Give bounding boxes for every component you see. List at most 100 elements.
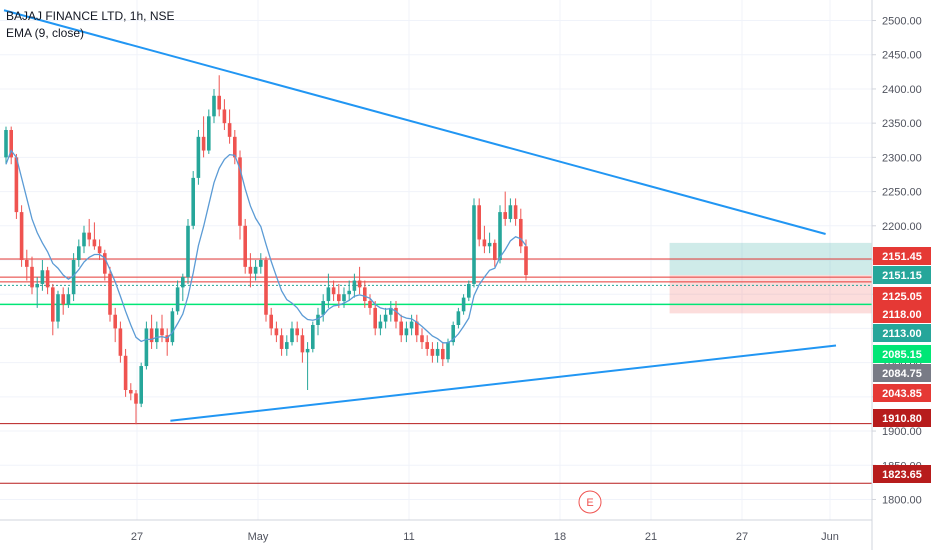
price-tick-label: 2400.00 xyxy=(882,84,922,96)
price-label-badge xyxy=(873,305,931,323)
candle-body xyxy=(40,270,45,284)
price-tick-label: 1800.00 xyxy=(882,494,922,506)
candle-body xyxy=(30,266,34,288)
candle-body xyxy=(170,311,175,343)
candle-body xyxy=(186,225,190,278)
candle-body xyxy=(238,157,242,226)
trendline xyxy=(170,344,837,422)
indicator-label: EMA (9, close) xyxy=(6,26,85,40)
candle-body xyxy=(108,273,112,315)
candle-body xyxy=(181,277,185,288)
candle-body xyxy=(321,301,325,315)
candle-body xyxy=(451,325,455,343)
price-label-text: 2043.85 xyxy=(882,388,922,400)
candle-body xyxy=(508,205,513,219)
candle-body xyxy=(487,242,492,247)
candle-body xyxy=(435,348,440,356)
candle-body xyxy=(290,328,294,343)
candle-body xyxy=(4,130,8,158)
candle-body xyxy=(9,130,13,158)
candle-body xyxy=(461,297,466,312)
candle-body xyxy=(295,328,299,336)
candle-body xyxy=(56,294,60,322)
candle-body xyxy=(201,136,206,151)
candle-body xyxy=(248,266,253,274)
time-tick-label: 21 xyxy=(645,531,657,543)
candle-body xyxy=(373,307,377,329)
candle-body xyxy=(71,260,76,295)
price-label-text: 1910.80 xyxy=(882,413,922,425)
price-tick-label: 2300.00 xyxy=(882,152,922,164)
candle-body xyxy=(441,348,445,360)
price-label-badge xyxy=(873,247,931,265)
candle-body xyxy=(87,232,91,240)
candle-body xyxy=(123,355,128,390)
price-tick-label: 2200.00 xyxy=(882,221,922,233)
candle-body xyxy=(389,307,393,315)
candle-body xyxy=(35,283,39,288)
price-label-badge xyxy=(873,266,931,284)
time-tick-label: Jun xyxy=(821,531,839,543)
candle-body xyxy=(25,260,29,267)
chart-legend: BAJAJ FINANCE LTD, 1h, NSE EMA (9, close… xyxy=(6,8,175,42)
price-label-text: 2085.15 xyxy=(882,349,922,361)
candle-body xyxy=(66,294,71,305)
candle-body xyxy=(82,232,86,247)
candle-body xyxy=(196,136,201,178)
candle-body xyxy=(305,348,310,353)
candle-body xyxy=(191,177,195,226)
candle-body xyxy=(456,311,461,325)
candle-body xyxy=(160,328,164,336)
candle-body xyxy=(347,290,351,295)
time-tick-label: May xyxy=(248,531,269,543)
event-marker-icon xyxy=(578,490,602,514)
trendline xyxy=(3,9,826,235)
candle-body xyxy=(420,335,424,343)
candle-body xyxy=(467,283,471,298)
candle-body xyxy=(316,314,320,325)
time-tick-label: 18 xyxy=(554,531,566,543)
candle-body xyxy=(404,328,409,336)
event-marker-label: E xyxy=(586,497,593,509)
candle-body xyxy=(285,342,289,349)
candle-body xyxy=(352,280,357,291)
candle-body xyxy=(482,239,487,247)
price-tick-label: 2500.00 xyxy=(882,16,922,28)
ema-line xyxy=(5,149,527,344)
candle-body xyxy=(472,205,476,284)
candle-body xyxy=(222,109,227,124)
candle-body xyxy=(103,253,107,274)
price-label-text: 2125.05 xyxy=(882,291,922,303)
candle-body xyxy=(503,212,507,219)
candle-body xyxy=(14,157,19,213)
candle-body xyxy=(425,342,429,349)
candle-body xyxy=(493,242,497,260)
candle-body xyxy=(331,287,336,295)
time-tick-label: 11 xyxy=(403,531,414,543)
time-tick-label: 27 xyxy=(736,531,748,543)
time-tick-label: 27 xyxy=(131,531,143,543)
candle-body xyxy=(97,246,102,254)
price-tick-label: 2450.00 xyxy=(882,50,922,62)
candle-body xyxy=(394,307,398,322)
candle-body xyxy=(139,366,143,404)
candle-body xyxy=(243,225,247,267)
price-label-text: 2151.45 xyxy=(882,251,922,263)
candle-body xyxy=(19,212,24,260)
candle-body xyxy=(279,335,284,349)
price-label-text: 2113.00 xyxy=(882,328,921,340)
candle-body xyxy=(227,123,232,137)
candle-body xyxy=(446,342,450,360)
candle-body xyxy=(337,294,341,302)
candle-body xyxy=(342,294,346,302)
candle-body xyxy=(430,348,435,356)
candle-body xyxy=(253,266,258,274)
candle-body xyxy=(165,335,169,343)
candle-body xyxy=(217,95,221,110)
candle-body xyxy=(259,260,263,267)
candle-body xyxy=(134,393,138,404)
candle-body xyxy=(274,328,279,336)
candle-body xyxy=(383,314,388,322)
